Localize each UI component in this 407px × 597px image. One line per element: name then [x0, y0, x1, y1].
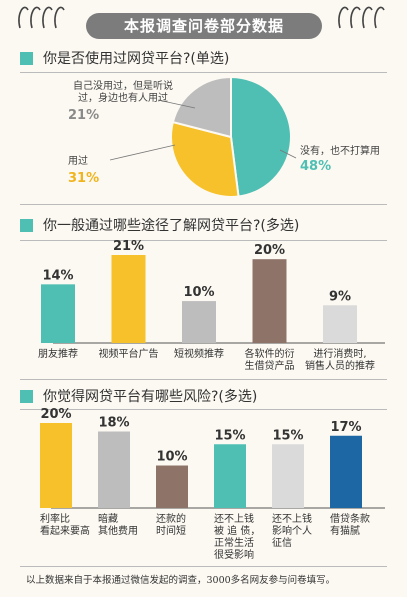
category-label: 还不上钱影响个人征信	[272, 512, 312, 549]
bar-value-label: 14%	[42, 268, 73, 283]
question-2-title: 你一般通过哪些途径了解网贷平台?(多选)	[43, 218, 300, 234]
category-label-line: 时间短	[156, 524, 186, 537]
category-label-line: 暗藏	[98, 512, 118, 525]
square-bullet-icon	[20, 218, 33, 232]
category-label: 各软件的衍生借贷产品	[245, 347, 295, 372]
category-label-line: 很受影响	[214, 548, 254, 561]
leader-line-used	[109, 144, 176, 161]
divider	[20, 240, 387, 241]
category-label-line: 有猫腻	[330, 524, 360, 537]
bar-value-label: 17%	[330, 420, 361, 435]
category-label-line: 还不上钱	[272, 512, 312, 525]
page-title: 本报调查问卷部分数据	[86, 13, 322, 39]
pie-slice-1	[170, 120, 240, 198]
category-label-line: 还款的	[156, 512, 186, 525]
category-label-line: 看起来要高	[40, 524, 90, 537]
category-label-line: 短视频推荐	[174, 347, 224, 360]
divider	[20, 379, 387, 380]
footnote: 以上数据来自于本报通过微信发起的调查，3000多名网友参与问卷填写。	[26, 575, 336, 586]
square-bullet-icon	[20, 389, 33, 403]
bar-3	[252, 259, 287, 343]
category-label-line: 影响个人	[272, 524, 312, 537]
question-2-heading: 你一般通过哪些途径了解网贷平台?(多选)	[20, 215, 299, 235]
category-label-line: 各软件的衍	[245, 347, 295, 360]
bar-4	[272, 444, 304, 508]
bar-1	[111, 255, 146, 343]
pie-pct-heard: 21%	[68, 108, 100, 123]
bar-value-label: 15%	[214, 428, 245, 443]
category-label-line: 征信	[272, 537, 292, 549]
bar-value-label: 18%	[98, 416, 129, 431]
spiral-binding-right	[338, 6, 385, 29]
pie-label-heard: 自己没用过，但是听说过，身边也有人用过	[68, 81, 178, 105]
leader-line-never	[279, 149, 297, 159]
pie-label-heard-text: 自己没用过，但是听说过，身边也有人用过	[73, 81, 173, 104]
bar-value-label: 21%	[113, 239, 144, 254]
pie-slice-2	[171, 75, 232, 139]
category-label: 还不上钱被 追 债，正常生活很受影响	[214, 512, 260, 561]
pie-label-never: 没有，也不打算用	[300, 146, 380, 157]
bar-0	[40, 423, 72, 508]
category-label-line: 销售人员的推荐	[305, 359, 375, 372]
category-label: 视频平台广告	[99, 347, 159, 360]
category-label: 借贷条款有猫腻	[330, 512, 370, 537]
bar-value-label: 20%	[254, 243, 285, 258]
category-label: 短视频推荐	[174, 347, 224, 360]
category-label: 暗藏其他费用	[98, 512, 138, 537]
question-3-heading: 你觉得网贷平台有哪些风险?(多选)	[20, 386, 257, 406]
bar-value-label: 20%	[40, 407, 71, 422]
bar-1	[98, 431, 130, 508]
question-3-title: 你觉得网贷平台有哪些风险?(多选)	[43, 389, 258, 405]
pie-pct-used: 31%	[68, 171, 100, 186]
divider	[20, 409, 387, 410]
spiral-binding-left	[18, 6, 65, 29]
pie-slice-0	[230, 75, 292, 198]
category-label-line: 正常生活	[214, 536, 254, 549]
category-label: 还款的时间短	[156, 512, 186, 537]
bar-0	[41, 284, 75, 343]
category-label-line: 利率比	[40, 512, 70, 525]
category-label-line: 借贷条款	[330, 512, 370, 525]
bar-4	[323, 305, 357, 343]
category-label-line: 被 追 债，	[214, 524, 260, 537]
question-1-title: 你是否使用过网贷平台?(单选)	[43, 51, 230, 67]
question-1-heading: 你是否使用过网贷平台?(单选)	[20, 48, 229, 68]
category-label: 进行消费时,销售人员的推荐	[305, 347, 375, 372]
category-label: 利率比看起来要高	[40, 512, 90, 537]
divider	[20, 72, 387, 73]
divider	[20, 204, 387, 205]
bar-value-label: 9%	[329, 289, 351, 304]
category-label-line: 还不上钱	[214, 512, 254, 525]
bar-2	[182, 301, 216, 343]
bar-value-label: 10%	[156, 450, 187, 465]
category-label: 朋友推荐	[38, 347, 78, 360]
category-label-line: 视频平台广告	[99, 347, 159, 360]
bar-2	[156, 465, 188, 508]
bar-5	[330, 435, 362, 508]
category-label-line: 其他费用	[98, 524, 138, 537]
bar-3	[214, 444, 246, 508]
pie-label-used: 用过	[68, 156, 88, 167]
square-bullet-icon	[20, 51, 33, 65]
leader-line-heard	[157, 99, 196, 109]
pie-pct-never: 48%	[300, 159, 332, 174]
bar-value-label: 15%	[272, 428, 303, 443]
divider	[20, 566, 387, 567]
bar-value-label: 10%	[183, 285, 214, 300]
category-label-line: 朋友推荐	[38, 347, 78, 360]
category-label-line: 进行消费时,	[313, 347, 366, 360]
category-label-line: 生借贷产品	[245, 359, 295, 372]
